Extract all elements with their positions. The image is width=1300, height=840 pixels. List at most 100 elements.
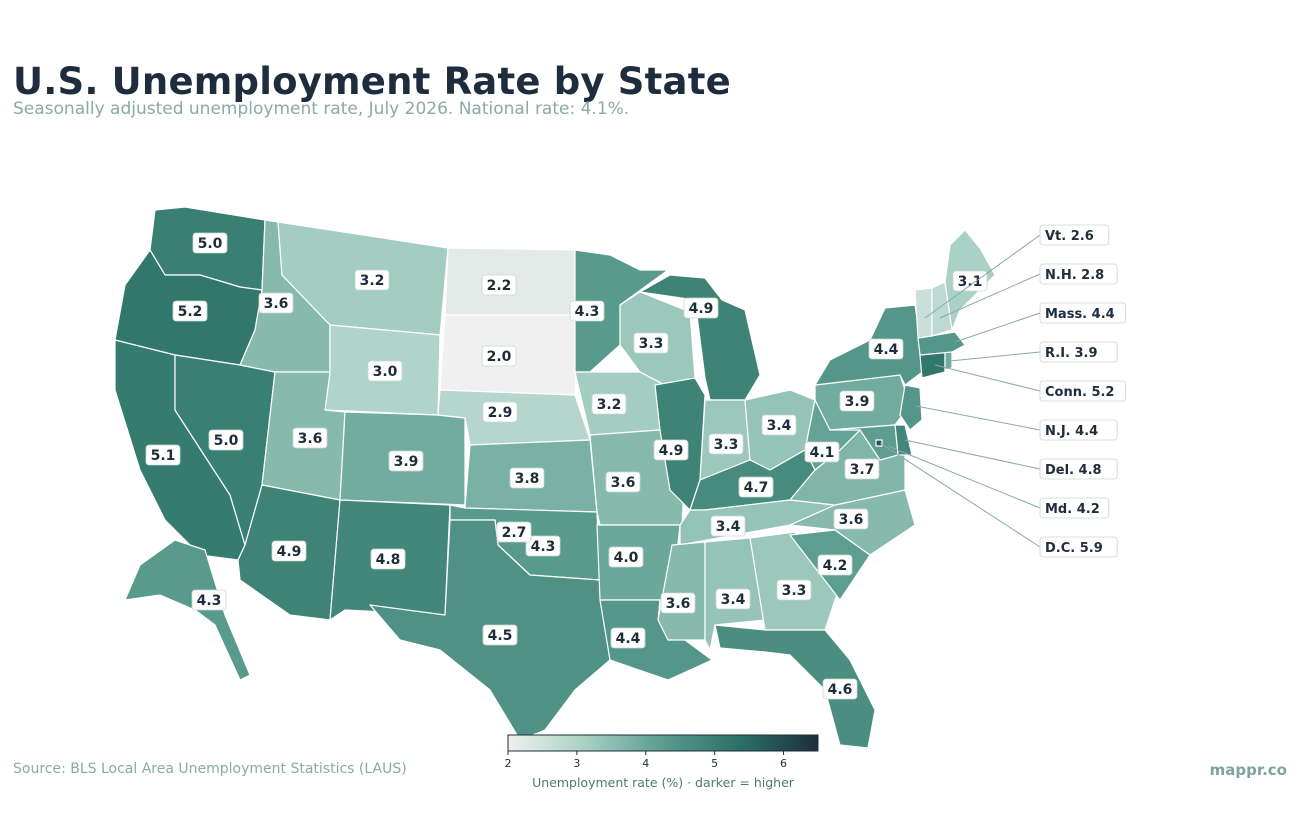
callout-box	[1039, 380, 1126, 402]
state-ak[interactable]	[124, 539, 251, 681]
state-label-wi: 3.3	[639, 336, 664, 352]
callout-label-vt: Vt. 2.6	[1045, 229, 1094, 244]
state-label-fl: 4.6	[828, 682, 853, 698]
state-label-il: 4.9	[659, 443, 684, 459]
state-label-box	[868, 338, 904, 360]
callout-box	[1039, 419, 1118, 441]
state-label-va: 3.7	[850, 462, 875, 478]
colorbar-tick-label: 3	[573, 757, 580, 770]
state-label-box	[833, 508, 869, 530]
state-la[interactable]	[599, 599, 713, 681]
state-label-box	[817, 554, 853, 576]
state-label-ne: 2.9	[488, 405, 513, 421]
state-label-box	[292, 427, 328, 449]
state-label-box	[354, 269, 390, 291]
state-label-in: 3.3	[714, 437, 739, 453]
state-label-box	[710, 515, 746, 537]
callout-box	[1039, 302, 1126, 324]
state-label-ms: 3.6	[666, 596, 691, 612]
colorbar-tick-label: 2	[505, 757, 512, 770]
state-label-box	[761, 414, 797, 436]
state-label-mo: 3.6	[611, 475, 636, 491]
state-label-box	[509, 467, 545, 489]
state-label-ky: 4.7	[744, 480, 769, 496]
state-label-ks: 3.8	[515, 471, 540, 487]
state-ms[interactable]	[657, 541, 706, 641]
state-md[interactable]	[829, 424, 899, 461]
state-nj[interactable]	[899, 384, 923, 431]
state-label-box	[496, 521, 532, 543]
callout-label-ri: R.I. 3.9	[1045, 346, 1098, 361]
state-label-box	[482, 624, 518, 646]
state-vt[interactable]	[914, 287, 933, 339]
state-label-wv: 4.1	[810, 445, 835, 461]
state-label-me: 3.1	[958, 274, 983, 290]
state-label-nd: 2.2	[487, 278, 512, 294]
state-label-box	[633, 332, 669, 354]
callout-box	[1039, 263, 1118, 285]
state-label-la: 4.4	[616, 631, 641, 647]
legend-label: Unemployment rate (%) · darker = higher	[532, 775, 794, 790]
state-label-box	[271, 540, 307, 562]
state-label-wa: 5.0	[198, 236, 223, 252]
state-mi[interactable]	[639, 274, 761, 401]
brand-logo: mappr.co	[1209, 761, 1287, 779]
state-label-ar: 4.0	[614, 550, 639, 566]
state-label-ny: 4.4	[874, 342, 899, 358]
callout-leader	[939, 273, 1041, 319]
state-ct[interactable]	[919, 351, 946, 379]
callout-leader	[887, 445, 1041, 509]
callout-label-dc: D.C. 5.9	[1045, 541, 1103, 556]
callout-box	[1039, 497, 1110, 519]
state-label-box	[172, 300, 208, 322]
state-ma[interactable]	[917, 331, 966, 356]
state-label-ga: 3.3	[782, 583, 807, 599]
state-label-sc: 4.2	[823, 558, 848, 574]
callout-box	[1039, 224, 1110, 246]
callout-label-ct: Conn. 5.2	[1045, 385, 1114, 400]
state-label-box	[192, 232, 228, 254]
state-label-box	[367, 360, 403, 382]
state-label-box	[388, 450, 424, 472]
state-label-or: 5.2	[178, 304, 203, 320]
callout-box	[1039, 536, 1118, 558]
callout-label-ma: Mass. 4.4	[1045, 307, 1115, 322]
state-label-box	[660, 592, 696, 614]
state-label-box	[370, 548, 406, 570]
state-label-nm: 4.8	[376, 552, 401, 568]
callout-label-nj: N.J. 4.4	[1045, 424, 1098, 439]
colorbar-tick-label: 4	[642, 757, 649, 770]
state-label-box	[525, 535, 561, 557]
callout-leader	[879, 442, 1041, 548]
state-label-pa: 3.9	[845, 394, 870, 410]
state-fl[interactable]	[714, 624, 876, 749]
callout-leader	[924, 234, 1041, 319]
state-label-id: 3.6	[264, 296, 289, 312]
state-label-box	[608, 546, 644, 568]
state-label-box	[653, 439, 689, 461]
map-subtitle: Seasonally adjusted unemployment rate, J…	[13, 99, 630, 119]
state-label-ut: 3.6	[298, 431, 323, 447]
state-label-ca: 5.1	[151, 448, 176, 464]
state-label-box	[776, 579, 812, 601]
state-label-box	[804, 441, 840, 463]
state-label-box	[605, 471, 641, 493]
callout-box	[1039, 458, 1118, 480]
state-label-box	[738, 476, 774, 498]
colorbar-tick-label: 6	[780, 757, 787, 770]
state-dc[interactable]	[875, 439, 883, 447]
state-label-al: 3.4	[721, 592, 746, 608]
state-label-ok: 4.3	[531, 539, 556, 555]
state-label-box	[708, 433, 744, 455]
state-label-box	[715, 588, 751, 610]
state-label-tx: 4.5	[488, 628, 513, 644]
state-label-nc: 3.6	[839, 512, 864, 528]
state-label-mi: 4.9	[689, 301, 714, 317]
state-label-box	[610, 627, 646, 649]
state-label-tn: 3.4	[716, 519, 741, 535]
color-legend: 2 3 4 5 6	[505, 734, 819, 770]
state-label-nv: 5.0	[214, 433, 239, 449]
state-label-box	[839, 390, 875, 412]
state-label-box	[481, 345, 517, 367]
source-note: Source: BLS Local Area Unemployment Stat…	[13, 761, 407, 777]
